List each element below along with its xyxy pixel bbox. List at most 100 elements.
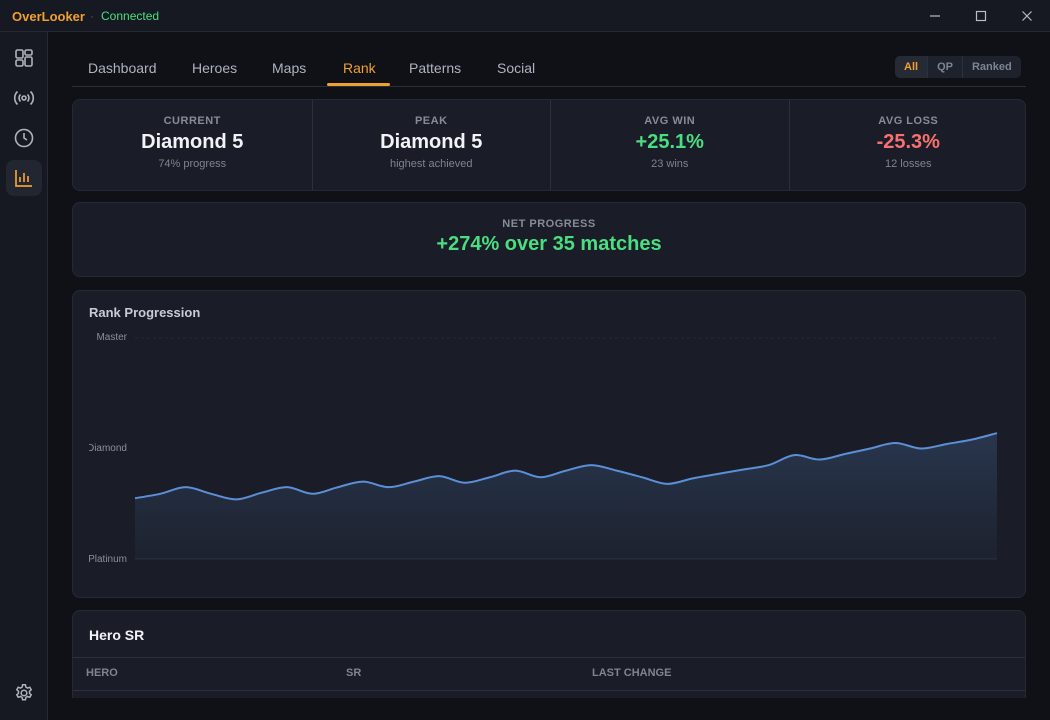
- net-progress-label: NET PROGRESS: [502, 218, 596, 230]
- stat-value: Diamond 5: [380, 131, 483, 153]
- chart-title: Rank Progression: [89, 305, 201, 320]
- stat-avg-loss: AVG LOSS -25.3% 12 losses: [788, 100, 1028, 190]
- stat-label: AVG LOSS: [878, 115, 939, 127]
- data-point-9[interactable]: [335, 484, 341, 490]
- minimize-button[interactable]: [912, 0, 958, 32]
- data-point-20[interactable]: [614, 468, 620, 474]
- app-name: OverLooker: [12, 9, 85, 24]
- title-bar: OverLooker · Connected: [0, 0, 1050, 32]
- table-header: [73, 657, 1025, 691]
- rank-progression-card: Rank Progression Master Diamond Platinum: [72, 290, 1026, 598]
- clock-icon: [14, 128, 34, 148]
- rank-line: [134, 432, 998, 501]
- data-point-26[interactable]: [766, 462, 772, 468]
- data-point-27[interactable]: [791, 452, 797, 458]
- stats-card: CURRENT Diamond 5 74% progress PEAK Diamond…: [72, 99, 1026, 191]
- stat-peak: PEAK Diamond 5 highest achieved: [311, 100, 551, 190]
- data-point-31[interactable]: [893, 440, 899, 446]
- data-point-5[interactable]: [233, 496, 239, 502]
- data-point-13[interactable]: [436, 473, 442, 479]
- filter-all[interactable]: All: [895, 56, 928, 78]
- data-point-1[interactable]: [132, 495, 138, 501]
- column-sr[interactable]: SR: [346, 667, 362, 679]
- stat-value: Diamond 5: [141, 131, 244, 153]
- data-point-16[interactable]: [512, 468, 518, 474]
- data-point-15[interactable]: [487, 474, 493, 480]
- area-fill: [135, 433, 997, 559]
- tab-heroes[interactable]: Heroes: [192, 60, 238, 76]
- data-point-24[interactable]: [715, 471, 721, 477]
- active-tab-indicator: [327, 83, 390, 86]
- data-point-22[interactable]: [664, 481, 670, 487]
- data-point-3[interactable]: [183, 484, 189, 490]
- hero-sr-title: Hero SR: [89, 627, 145, 643]
- broadcast-icon: [13, 90, 35, 106]
- settings-button[interactable]: [6, 675, 42, 711]
- sidebar-item-live[interactable]: [6, 80, 42, 116]
- data-point-12[interactable]: [411, 479, 417, 485]
- stat-sub: 23 wins: [651, 158, 689, 170]
- stat-sub: 12 losses: [885, 158, 932, 170]
- data-point-21[interactable]: [639, 474, 645, 480]
- close-button[interactable]: [1004, 0, 1050, 32]
- data-point-35[interactable]: [994, 430, 1000, 436]
- data-point-8[interactable]: [309, 491, 315, 497]
- data-point-6[interactable]: [259, 490, 265, 496]
- data-point-18[interactable]: [563, 468, 569, 474]
- data-point-10[interactable]: [360, 479, 366, 485]
- tab-dashboard[interactable]: Dashboard: [88, 60, 157, 76]
- sidebar: [0, 32, 48, 720]
- sidebar-item-history[interactable]: [6, 120, 42, 156]
- bottom-edge: [48, 698, 1050, 720]
- stat-label: AVG WIN: [644, 115, 696, 127]
- data-point-19[interactable]: [588, 462, 594, 468]
- sidebar-item-stats[interactable]: [6, 160, 42, 196]
- stat-value: -25.3%: [876, 131, 940, 153]
- data-point-11[interactable]: [386, 484, 392, 490]
- data-point-34[interactable]: [969, 437, 975, 443]
- column-hero[interactable]: HERO: [86, 667, 118, 679]
- data-point-23[interactable]: [690, 475, 696, 481]
- stat-current: CURRENT Diamond 5 74% progress: [73, 100, 312, 190]
- data-point-28[interactable]: [817, 457, 823, 463]
- filter-ranked[interactable]: Ranked: [961, 56, 1021, 78]
- stat-label: CURRENT: [163, 115, 221, 127]
- separator: ·: [90, 9, 94, 23]
- mode-filter: All QP Ranked: [895, 56, 1021, 78]
- data-point-32[interactable]: [918, 446, 924, 452]
- data-point-30[interactable]: [867, 446, 873, 452]
- tab-bar: Dashboard Heroes Maps Rank Patterns Soci…: [72, 52, 1026, 87]
- data-point-33[interactable]: [943, 441, 949, 447]
- connection-status: Connected: [101, 9, 160, 23]
- data-point-17[interactable]: [538, 474, 544, 480]
- column-last-change[interactable]: LAST CHANGE: [592, 667, 672, 679]
- data-point-25[interactable]: [740, 466, 746, 472]
- stat-value: +25.1%: [635, 131, 704, 153]
- filter-qp[interactable]: QP: [927, 56, 962, 78]
- y-tick-platinum: Platinum: [89, 554, 127, 565]
- stat-sub: highest achieved: [389, 158, 473, 170]
- tab-rank[interactable]: Rank: [343, 60, 376, 76]
- data-point-7[interactable]: [284, 484, 290, 490]
- rank-chart: [132, 337, 1000, 560]
- sidebar-item-dashboard[interactable]: [6, 40, 42, 76]
- tab-social[interactable]: Social: [497, 60, 536, 76]
- stat-label: PEAK: [414, 115, 448, 127]
- tab-maps[interactable]: Maps: [272, 60, 307, 76]
- hero-sr-card: Hero SR HERO SR LAST CHANGE: [72, 610, 1026, 710]
- stat-avg-win: AVG WIN +25.1% 23 wins: [550, 100, 789, 190]
- y-tick-diamond: Diamond: [89, 443, 127, 454]
- net-progress-card: NET PROGRESS +274% over 35 matches: [72, 202, 1026, 277]
- y-tick-master: Master: [96, 332, 127, 343]
- data-point-29[interactable]: [842, 451, 848, 457]
- gear-icon: [15, 684, 33, 701]
- maximize-button[interactable]: [958, 0, 1004, 32]
- stat-sub: 74% progress: [158, 158, 227, 170]
- net-progress-value: +274% over 35 matches: [436, 233, 662, 255]
- data-point-2[interactable]: [157, 491, 163, 497]
- bar-chart-icon: [15, 170, 32, 187]
- dashboard-icon: [15, 49, 33, 67]
- data-point-14[interactable]: [462, 480, 468, 486]
- data-point-4[interactable]: [208, 491, 214, 497]
- tab-patterns[interactable]: Patterns: [409, 60, 462, 76]
